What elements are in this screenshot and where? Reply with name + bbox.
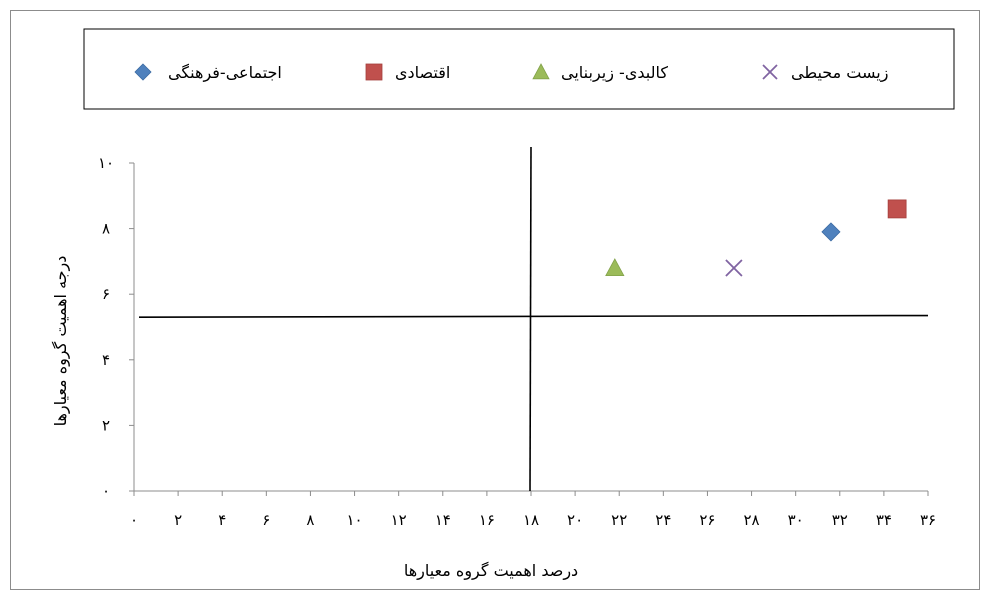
legend-entry: کالبدی- زیربنایی — [532, 63, 668, 83]
legend-label: اقتصادی — [395, 63, 450, 82]
y-tick-label: ۱۰ — [98, 154, 114, 172]
x-tick-label: ۱۸ — [523, 511, 539, 529]
x-tick-label: ۲ — [174, 511, 182, 529]
legend-entry: زیست محیطی — [762, 63, 888, 83]
legend-label: زیست محیطی — [791, 63, 888, 83]
legend-entry: اقتصادی — [365, 63, 450, 82]
x-tick-label: ۸ — [306, 511, 314, 529]
x-tick-label: ۲۸ — [743, 511, 759, 529]
y-tick-label: ۴ — [102, 351, 110, 369]
data-point-diamond — [821, 222, 841, 242]
x-tick-label: ۲۰ — [567, 511, 583, 529]
y-tick-label: ۲ — [102, 416, 110, 434]
legend-entry: اجتماعی-فرهنگی — [134, 63, 282, 83]
x-tick-label: ۱۰ — [346, 511, 362, 529]
reference-lines — [138, 146, 929, 492]
data-points — [605, 199, 907, 277]
horizontal-reference-line — [138, 314, 929, 318]
y-tick-label: ۰ — [102, 482, 110, 500]
x-marker-stroke — [725, 259, 743, 277]
chart-frame: اجتماعی-فرهنگی اقتصادی کالبدی- زیربنایی زیس… — [10, 10, 980, 590]
legend: اجتماعی-فرهنگی اقتصادی کالبدی- زیربنایی زیس… — [83, 28, 955, 110]
data-point-square — [887, 199, 907, 219]
x-tick-label: ۲۲ — [611, 511, 627, 529]
x-tick-label: ۱۶ — [479, 511, 495, 529]
y-tick-label: ۶ — [102, 285, 110, 303]
data-point-triangle — [605, 258, 625, 277]
legend-marker-x — [762, 64, 778, 80]
x-marker-stroke — [762, 64, 778, 80]
data-point-x — [725, 259, 743, 277]
x-tick-label: ۳۴ — [876, 511, 892, 529]
x-tick-label: ۰ — [130, 511, 138, 529]
legend-label: اجتماعی-فرهنگی — [168, 63, 282, 83]
vertical-reference-line — [529, 146, 532, 492]
y-tick-label: ۸ — [102, 220, 110, 238]
legend-marker-diamond — [134, 63, 152, 81]
legend-box — [83, 28, 955, 110]
legend-marker-triangle — [532, 63, 550, 80]
x-tick-label: ۱۴ — [435, 511, 451, 529]
x-tick-label: ۲۶ — [699, 511, 715, 529]
legend-marker-square — [365, 63, 383, 81]
x-tick-label: ۲۴ — [655, 511, 671, 529]
x-tick-label: ۳۰ — [788, 511, 804, 529]
x-tick-label: ۶ — [262, 511, 270, 529]
x-tick-label: ۳۲ — [832, 511, 848, 529]
legend-label: کالبدی- زیربنایی — [561, 63, 668, 83]
y-axis-title: درجه اهمیت گروه معیارها — [51, 256, 71, 427]
x-tick-label: ۳۶ — [920, 511, 936, 529]
x-tick-label: ۴ — [218, 511, 226, 529]
scatter-chart: اجتماعی-فرهنگی اقتصادی کالبدی- زیربنایی زیس… — [51, 28, 955, 581]
x-axis-title: درصد اهمیت گروه معیارها — [404, 561, 578, 581]
x-tick-label: ۱۲ — [391, 511, 407, 529]
